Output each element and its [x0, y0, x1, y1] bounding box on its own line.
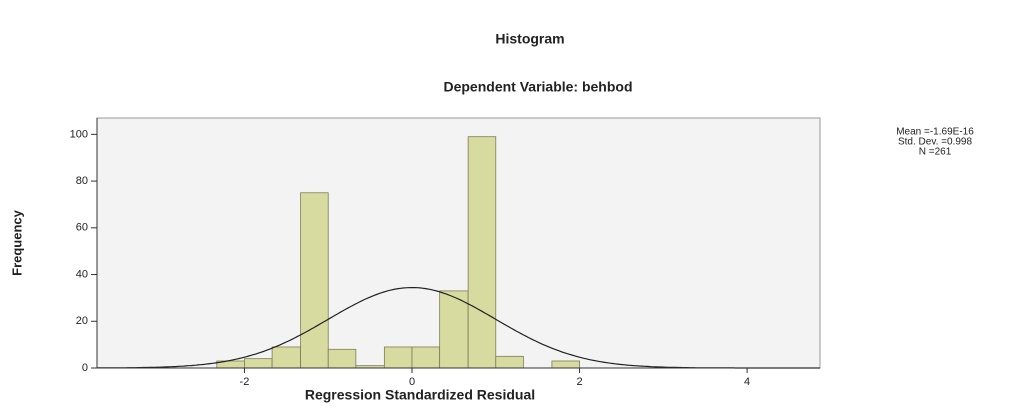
bar — [467, 136, 497, 369]
x-tick-label: -2 — [240, 376, 250, 388]
bar — [411, 346, 441, 369]
chart-subtitle: Dependent Variable: behbod — [443, 79, 632, 95]
bar — [439, 290, 469, 369]
y-tick-label: 100 — [70, 128, 88, 140]
bar — [495, 355, 524, 369]
bar — [327, 348, 357, 369]
stats-text: Mean =-1.69E-16 — [896, 127, 974, 138]
y-tick-label: 20 — [76, 315, 88, 327]
y-axis-label: Frequency — [9, 209, 24, 276]
bar — [383, 346, 413, 369]
bar — [300, 192, 329, 369]
bar — [244, 358, 273, 369]
bar — [271, 346, 301, 369]
chart-title: Histogram — [495, 31, 564, 47]
y-tick-label: 40 — [76, 268, 88, 280]
stats-text: Std. Dev. =0.998 — [898, 137, 972, 148]
y-tick-label: 80 — [76, 175, 88, 187]
y-tick-label: 0 — [82, 362, 88, 374]
stats-text: N =261 — [919, 147, 952, 158]
x-tick-label: 2 — [576, 376, 582, 388]
bar — [551, 360, 580, 369]
x-axis-label: Regression Standardized Residual — [305, 387, 535, 403]
y-tick-label: 60 — [76, 222, 88, 234]
x-tick-label: 4 — [744, 376, 750, 388]
x-tick-label: 0 — [409, 376, 415, 388]
